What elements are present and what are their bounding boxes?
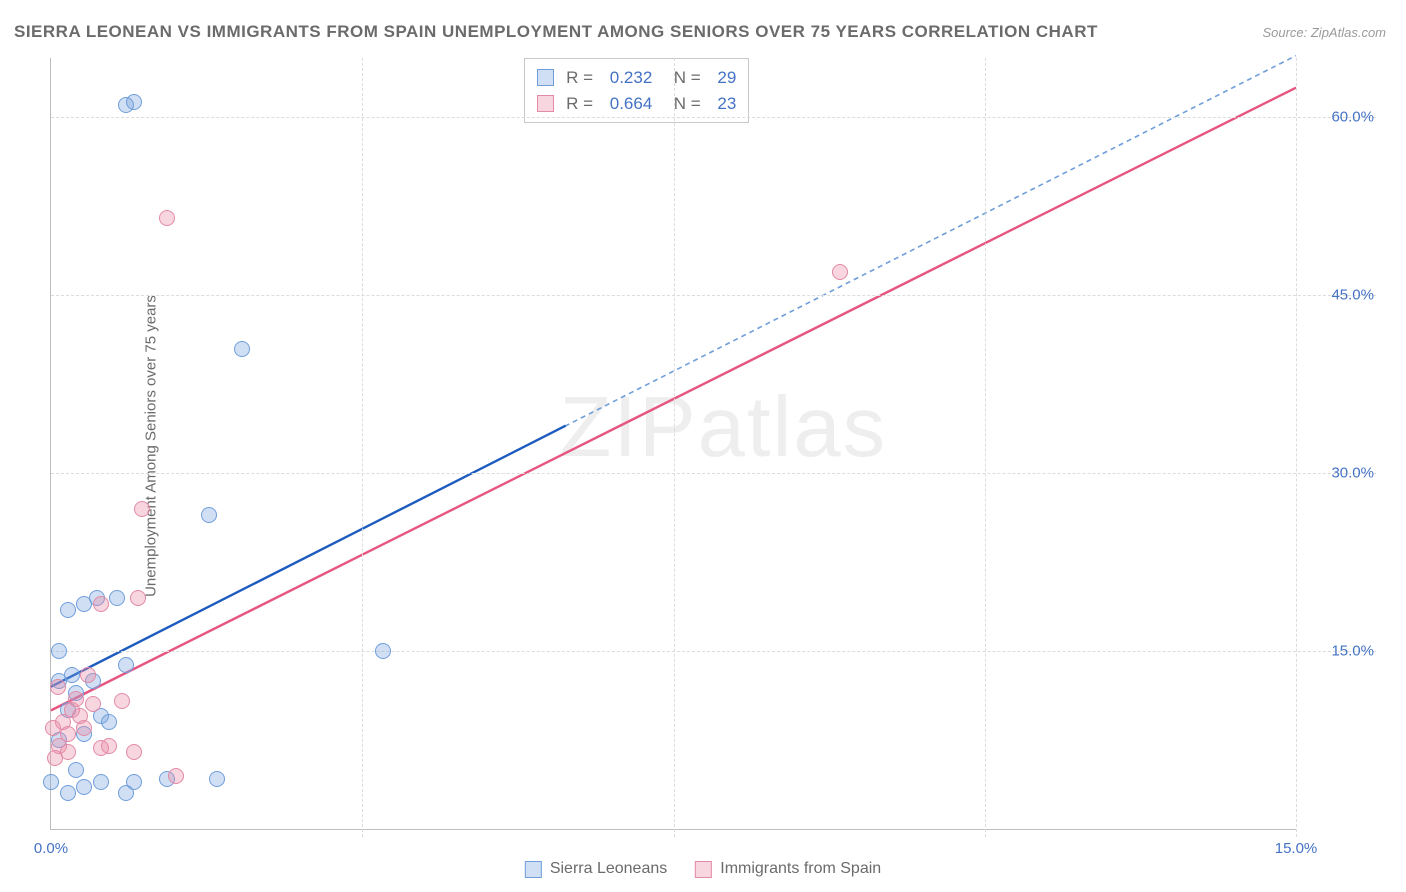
gridline-h — [51, 295, 1376, 296]
scatter-point — [126, 744, 142, 760]
scatter-point — [50, 679, 66, 695]
stats-row-1: R = 0.664 N = 23 — [537, 91, 736, 117]
scatter-point — [375, 643, 391, 659]
scatter-point — [93, 596, 109, 612]
scatter-point — [60, 785, 76, 801]
plot-area: ZIPatlas R = 0.232 N = 29 R = 0.664 N = … — [50, 58, 1296, 830]
legend-item-0: Sierra Leoneans — [525, 860, 667, 878]
scatter-point — [64, 667, 80, 683]
scatter-point — [68, 691, 84, 707]
scatter-point — [126, 94, 142, 110]
scatter-point — [76, 720, 92, 736]
ytick-label: 30.0% — [1331, 465, 1374, 482]
scatter-point — [101, 714, 117, 730]
chart-title: SIERRA LEONEAN VS IMMIGRANTS FROM SPAIN … — [14, 22, 1098, 42]
scatter-point — [93, 774, 109, 790]
stats-row-0: R = 0.232 N = 29 — [537, 65, 736, 91]
legend-label-1: Immigrants from Spain — [720, 860, 881, 878]
ytick-label: 45.0% — [1331, 287, 1374, 304]
trend-line — [51, 426, 566, 687]
stats-r-label: R = — [566, 91, 598, 117]
stats-n-label: N = — [664, 65, 705, 91]
xtick-label: 15.0% — [1275, 840, 1318, 857]
gridline-h — [51, 651, 1376, 652]
scatter-point — [76, 779, 92, 795]
xtick-label: 0.0% — [34, 840, 68, 857]
scatter-point — [118, 657, 134, 673]
scatter-point — [159, 210, 175, 226]
ytick-label: 60.0% — [1331, 109, 1374, 126]
legend-item-1: Immigrants from Spain — [695, 860, 881, 878]
scatter-point — [832, 264, 848, 280]
legend-swatch-1 — [695, 861, 712, 878]
scatter-point — [80, 667, 96, 683]
stats-r-value-1: 0.664 — [610, 91, 653, 117]
chart-container: SIERRA LEONEAN VS IMMIGRANTS FROM SPAIN … — [0, 0, 1406, 892]
gridline-v — [985, 58, 986, 837]
scatter-point — [209, 771, 225, 787]
swatch-series-1 — [537, 95, 554, 112]
gridline-h — [51, 117, 1376, 118]
scatter-point — [201, 507, 217, 523]
stats-legend: R = 0.232 N = 29 R = 0.664 N = 23 — [524, 58, 749, 123]
gridline-v — [674, 58, 675, 837]
legend-swatch-0 — [525, 861, 542, 878]
gridline-v — [1296, 58, 1297, 837]
scatter-point — [109, 590, 125, 606]
scatter-point — [114, 693, 130, 709]
stats-r-label: R = — [566, 65, 598, 91]
scatter-point — [118, 785, 134, 801]
scatter-point — [60, 602, 76, 618]
scatter-point — [101, 738, 117, 754]
scatter-point — [130, 590, 146, 606]
bottom-legend: Sierra Leoneans Immigrants from Spain — [525, 860, 881, 878]
gridline-v — [362, 58, 363, 837]
legend-label-0: Sierra Leoneans — [550, 860, 667, 878]
scatter-point — [68, 762, 84, 778]
scatter-point — [168, 768, 184, 784]
stats-n-value-1: 23 — [717, 91, 736, 117]
gridline-h — [51, 473, 1376, 474]
scatter-point — [43, 774, 59, 790]
source-label: Source: ZipAtlas.com — [1262, 25, 1386, 40]
scatter-point — [60, 744, 76, 760]
scatter-point — [234, 341, 250, 357]
swatch-series-0 — [537, 69, 554, 86]
stats-n-value-0: 29 — [717, 65, 736, 91]
scatter-point — [51, 643, 67, 659]
scatter-point — [134, 501, 150, 517]
stats-n-label: N = — [664, 91, 705, 117]
stats-r-value-0: 0.232 — [610, 65, 653, 91]
scatter-point — [85, 696, 101, 712]
ytick-label: 15.0% — [1331, 643, 1374, 660]
